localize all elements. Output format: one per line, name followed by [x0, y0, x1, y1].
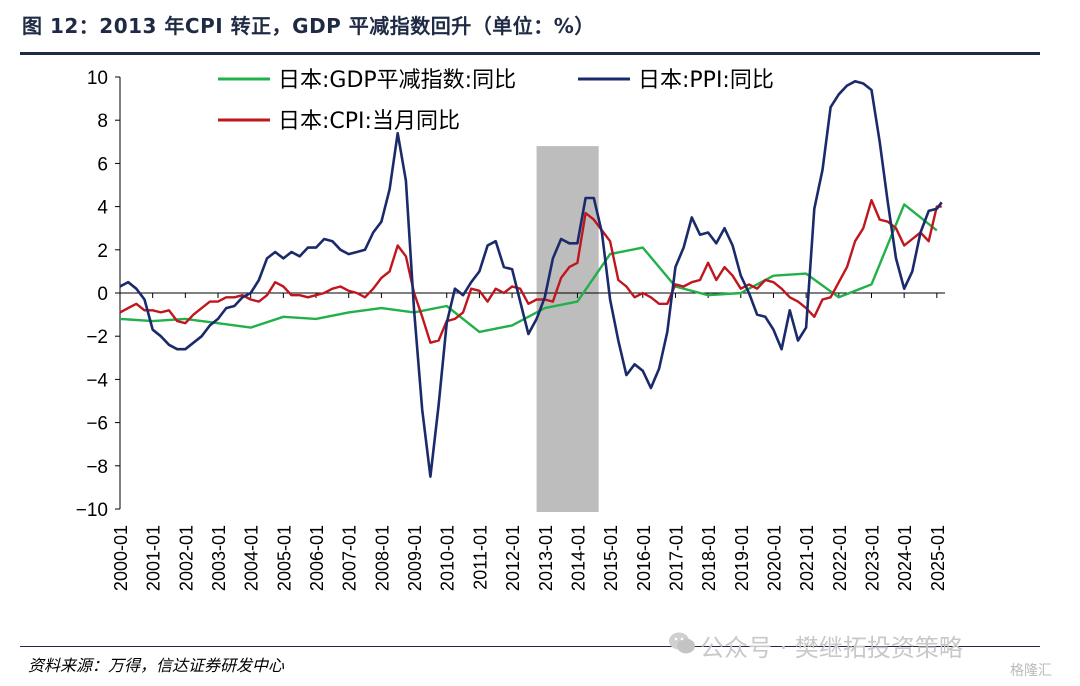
figure-title: 图 12：2013 年CPI 转正，GDP 平减指数回升（单位：%）	[22, 14, 595, 38]
y-tick-label: 8	[97, 111, 108, 132]
x-tick-label: 2006-01	[307, 525, 327, 591]
x-tick-label: 2008-01	[372, 525, 392, 591]
x-tick-label: 2023-01	[862, 525, 882, 591]
series-line-cpi	[119, 198, 942, 344]
x-tick-label: 2005-01	[274, 525, 294, 591]
x-tick-label: 2022-01	[830, 525, 850, 591]
y-tick-label: −4	[86, 370, 108, 391]
legend-label-gdp: 日本:GDP平减指数:同比	[278, 68, 516, 93]
y-tick-label: 2	[97, 241, 108, 262]
x-tick-label: 2014-01	[568, 525, 588, 591]
x-tick-label: 2003-01	[209, 525, 229, 591]
x-tick-label: 2020-01	[764, 525, 784, 591]
x-tick-label: 2001-01	[144, 525, 164, 591]
x-tick-label: 2015-01	[601, 525, 621, 591]
site-logo: 格隆汇	[1010, 663, 1052, 679]
y-tick-label: 0	[97, 284, 108, 305]
x-tick-label: 2024-01	[895, 525, 915, 591]
x-tick-label: 2013-01	[536, 525, 556, 591]
y-tick-label: −10	[76, 500, 108, 521]
x-tick-label: 2010-01	[438, 525, 458, 591]
title-rule	[20, 52, 1040, 55]
y-tick-label: −2	[86, 327, 108, 348]
x-tick-label: 2000-01	[111, 525, 131, 591]
x-tick-label: 2012-01	[503, 525, 523, 591]
x-tick-label: 2019-01	[732, 525, 752, 591]
x-tick-label: 2011-01	[470, 525, 490, 590]
source-note: 资料来源：万得，信达证券研发中心	[28, 656, 285, 675]
y-tick-label: 4	[97, 198, 108, 219]
legend-label-ppi: 日本:PPI:同比	[638, 68, 774, 93]
x-tick-label: 2025-01	[928, 525, 948, 591]
x-tick-label: 2018-01	[699, 525, 719, 591]
y-tick-label: −8	[86, 457, 108, 478]
watermark-text: 公众号 · 樊继拓投资策略	[700, 634, 963, 662]
shaded-period	[536, 146, 599, 512]
x-tick-label: 2007-01	[340, 525, 360, 591]
y-tick-label: 6	[97, 154, 108, 175]
series-line-ppi	[119, 80, 943, 478]
x-tick-label: 2017-01	[666, 525, 686, 591]
x-tick-label: 2009-01	[405, 525, 425, 591]
y-tick-label: −6	[86, 414, 108, 435]
x-tick-label: 2002-01	[176, 525, 196, 591]
y-tick-label: 10	[87, 68, 108, 89]
wechat-icon	[669, 632, 695, 654]
x-tick-label: 2004-01	[242, 525, 262, 591]
footer-rule	[20, 646, 1040, 647]
x-tick-label: 2016-01	[634, 525, 654, 591]
x-tick-label: 2021-01	[797, 525, 817, 591]
series-line-gdp	[119, 203, 938, 334]
legend-label-cpi: 日本:CPI:当月同比	[278, 109, 460, 134]
